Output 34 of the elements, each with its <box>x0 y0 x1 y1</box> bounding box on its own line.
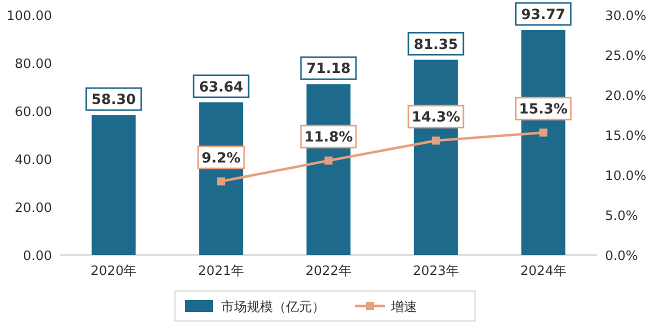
point <box>324 156 332 165</box>
y-tick-label: 20.00 <box>14 201 52 216</box>
x-tick-label: 2023年 <box>412 264 459 279</box>
data-label: 9.2% <box>202 150 241 166</box>
y2-tick-label: 15.0% <box>605 129 646 144</box>
y2-tick-label: 30.0% <box>605 9 646 24</box>
data-label: 14.3% <box>412 110 460 126</box>
bar <box>92 115 136 255</box>
y2-tick-label: 20.0% <box>605 89 646 104</box>
legend-label: 市场规模（亿元） <box>221 300 325 315</box>
y-tick-label: 80.00 <box>14 57 52 72</box>
x-tick-label: 2024年 <box>520 264 566 279</box>
data-label: 11.8% <box>304 130 353 146</box>
y-tick-label: 0.00 <box>23 249 52 264</box>
point <box>432 136 440 145</box>
y2-tick-label: 0.0% <box>605 249 638 264</box>
point <box>217 177 226 186</box>
y2-tick-label: 10.0% <box>605 169 646 184</box>
data-label: 93.77 <box>521 6 566 23</box>
y-tick-label: 60.00 <box>14 105 52 120</box>
x-tick-label: 2021年 <box>198 264 244 279</box>
data-label: 58.30 <box>92 92 136 108</box>
y2-tick-label: 5.0% <box>605 209 638 224</box>
y-tick-label: 40.00 <box>14 153 52 168</box>
x-tick-label: 2022年 <box>305 264 352 279</box>
data-label: 15.3% <box>519 102 568 118</box>
data-label: 71.18 <box>306 61 351 78</box>
x-tick-label: 2020年 <box>90 264 137 279</box>
y-tick-label: 100.00 <box>6 9 52 24</box>
data-label: 63.64 <box>198 79 244 96</box>
y2-tick-label: 25.0% <box>605 49 646 64</box>
point <box>539 128 548 137</box>
legend-label: 增速 <box>390 300 417 315</box>
data-label: 81.35 <box>414 36 458 53</box>
